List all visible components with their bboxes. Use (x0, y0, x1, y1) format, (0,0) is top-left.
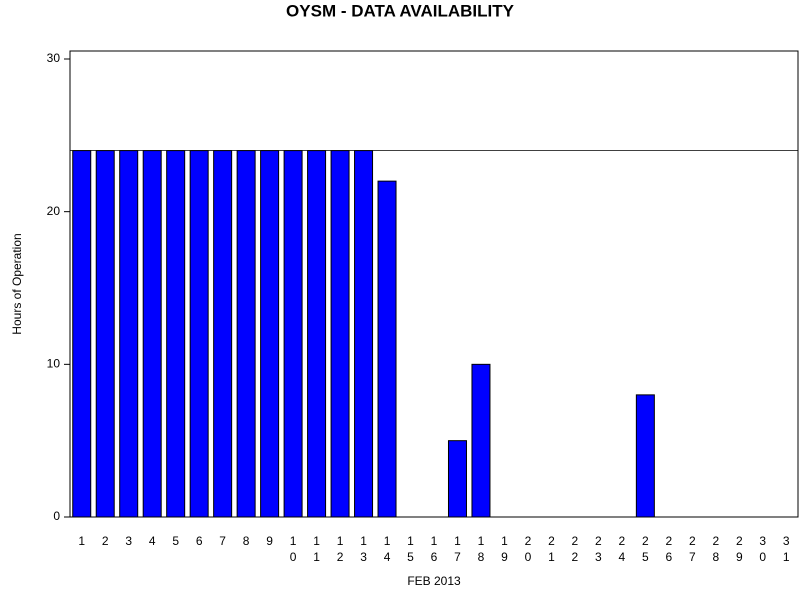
y-tick-label: 10 (47, 357, 61, 371)
bar (236, 150, 256, 518)
bar (260, 150, 280, 518)
x-tick-label: 2 (98, 534, 112, 550)
x-tick-label: 21 (544, 534, 558, 566)
x-tick-label: 26 (662, 534, 676, 566)
x-tick-label: 8 (239, 534, 253, 550)
x-tick-label: 10 (286, 534, 300, 566)
x-tick-label: 15 (404, 534, 418, 566)
y-axis-label: Hours of Operation (10, 233, 24, 334)
chart-title: OYSM - DATA AVAILABILITY (286, 1, 515, 20)
bar (166, 150, 186, 518)
x-tick-label: 16 (427, 534, 441, 566)
x-tick-label: 4 (145, 534, 159, 550)
bar (354, 150, 374, 518)
x-tick-label: 12 (333, 534, 347, 566)
y-tick-label: 0 (53, 509, 60, 523)
x-tick-label: 3 (122, 534, 136, 550)
x-tick-label: 27 (685, 534, 699, 566)
bar (307, 150, 327, 518)
x-tick-label: 7 (216, 534, 230, 550)
x-tick-label: 31 (779, 534, 793, 566)
x-tick-label: 19 (497, 534, 511, 566)
bar (471, 363, 491, 518)
x-tick-label: 6 (192, 534, 206, 550)
x-tick-label: 13 (357, 534, 371, 566)
x-tick-label: 17 (450, 534, 464, 566)
x-tick-label: 14 (380, 534, 394, 566)
x-tick-label: 1 (75, 534, 89, 550)
bar (213, 150, 233, 518)
bar (189, 150, 209, 518)
x-tick-label: 9 (263, 534, 277, 550)
x-tick-label: 11 (310, 534, 324, 566)
x-tick-label: 5 (169, 534, 183, 550)
x-tick-label: 22 (568, 534, 582, 566)
bar (635, 394, 655, 518)
bar (72, 150, 92, 518)
x-axis-label: FEB 2013 (407, 574, 461, 588)
x-tick-label: 30 (756, 534, 770, 566)
x-tick-label: 28 (709, 534, 723, 566)
plot-frame (69, 50, 799, 518)
bar (142, 150, 162, 518)
bar (283, 150, 303, 518)
x-tick-label: 24 (615, 534, 629, 566)
bar (119, 150, 139, 518)
x-tick-label: 20 (521, 534, 535, 566)
bar (95, 150, 115, 518)
y-tick-label: 20 (47, 204, 61, 218)
bar (377, 180, 397, 518)
x-tick-label: 29 (732, 534, 746, 566)
bar (330, 150, 350, 518)
y-tick-label: 30 (47, 51, 61, 65)
x-tick-label: 18 (474, 534, 488, 566)
x-tick-label: 23 (591, 534, 605, 566)
bar (447, 440, 467, 518)
x-tick-label: 25 (638, 534, 652, 566)
